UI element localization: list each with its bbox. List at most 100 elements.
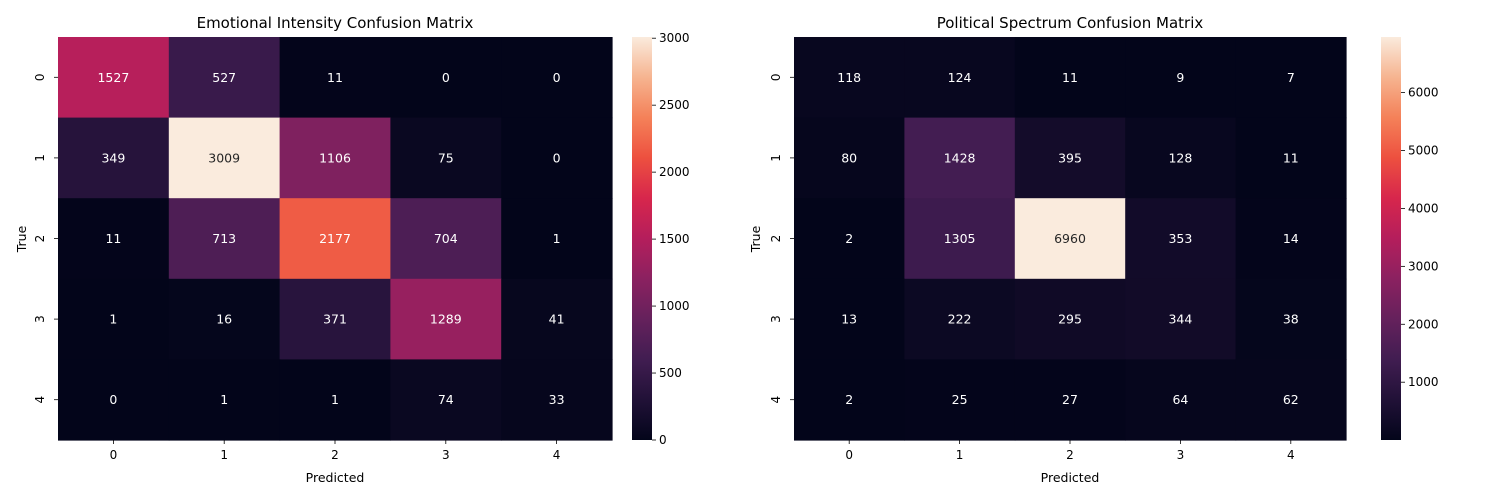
heatmap-cell-r4-c2: [1014, 359, 1126, 441]
heatmap-cell-r0-c2: [279, 37, 391, 119]
colorbar-tick-label: 2000: [1408, 317, 1439, 331]
heatmap-cell-r1-c1: [168, 117, 281, 199]
heatmap-cell-r3-c0: [794, 278, 905, 360]
heatmap-cell-r2-c3: [390, 198, 502, 280]
y-axis-ticks: 0 1 2 3 4: [33, 73, 58, 404]
cell-value-r0-c0: 118: [837, 70, 861, 85]
x-axis-label: Predicted: [1041, 470, 1100, 485]
colorbar-tick-label: 0: [659, 433, 667, 447]
y-tick-label: 3: [33, 315, 47, 323]
y-tick-label: 0: [33, 73, 47, 81]
y-tick-label: 4: [33, 396, 47, 404]
political-spectrum-heatmap: Political Spectrum Confusion Matrix 118 1…: [748, 14, 1439, 485]
colorbar-tick-label: 1000: [659, 299, 690, 313]
cell-value-r4-c2: 1: [331, 392, 339, 407]
heatmap-cell-r2-c4: [501, 198, 613, 280]
cell-value-r1-c4: 0: [553, 150, 561, 165]
heatmap-cells: 118 124 11 9 7 80 1428 395 128 11 2 1305 6960 353 14 13…: [794, 37, 1347, 441]
cell-value-r1-c1: 1428: [944, 150, 976, 165]
cell-value-r1-c3: 128: [1168, 150, 1192, 165]
y-tick-label: 0: [769, 73, 783, 81]
colorbar-tick-label: 2000: [659, 165, 690, 179]
colorbar-tick-label: 5000: [1408, 144, 1439, 158]
cell-value-r1-c2: 395: [1058, 150, 1082, 165]
heatmap-cell-r2-c0: [794, 198, 905, 280]
heatmap-cell-r4-c3: [1125, 359, 1237, 441]
heatmap-cell-r3-c2: [279, 278, 391, 360]
colorbar-tick-label: 3000: [1408, 259, 1439, 273]
cell-value-r4-c4: 62: [1283, 392, 1299, 407]
heatmap-cell-r2-c3: [1125, 198, 1237, 280]
y-axis-label: True: [748, 225, 763, 253]
x-tick-label: 1: [956, 448, 964, 462]
y-tick-label: 3: [769, 315, 783, 323]
heatmap-cell-r2-c0: [58, 198, 170, 280]
colorbar-tick-label: 500: [659, 366, 682, 380]
heatmap-cell-r1-c4: [501, 117, 613, 199]
heatmap-cell-r0-c1: [168, 37, 281, 119]
x-axis-ticks: 0 1 2 3 4: [845, 440, 1295, 462]
heatmap-cell-r2-c4: [1235, 198, 1347, 280]
colorbar-tick-label: 1500: [659, 232, 690, 246]
x-axis-ticks: 0 1 2 3 4: [110, 440, 560, 462]
x-tick-label: 4: [1287, 448, 1295, 462]
colorbar-tick-label: 4000: [1408, 201, 1439, 215]
cell-value-r3-c3: 1289: [430, 312, 462, 327]
heatmap-cell-r4-c0: [58, 359, 170, 441]
cell-value-r1-c3: 75: [438, 150, 454, 165]
colorbar-gradient: [632, 37, 652, 440]
heatmap-cell-r3-c3: [1125, 278, 1237, 360]
heatmap-cell-r3-c2: [1014, 278, 1126, 360]
heatmap-cell-r1-c4: [1235, 117, 1347, 199]
cell-value-r0-c4: 0: [553, 70, 561, 85]
heatmap-cell-r0-c0: [58, 37, 170, 119]
heatmap-cell-r3-c1: [904, 278, 1016, 360]
heatmap-cell-r4-c1: [168, 359, 281, 441]
cell-value-r2-c0: 11: [105, 231, 121, 246]
colorbar-tick-label: 1000: [1408, 375, 1439, 389]
cell-value-r4-c1: 1: [220, 392, 228, 407]
heatmap-cell-r2-c2: [1014, 198, 1126, 280]
cell-value-r3-c2: 371: [323, 312, 347, 327]
cell-value-r2-c0: 2: [845, 231, 853, 246]
x-tick-label: 0: [110, 448, 118, 462]
heatmap-cell-r4-c0: [794, 359, 905, 441]
cell-value-r3-c4: 38: [1283, 312, 1299, 327]
x-tick-label: 2: [331, 448, 339, 462]
heatmap-cell-r3-c0: [58, 278, 170, 360]
heatmap-cell-r0-c4: [501, 37, 613, 119]
chart-title: Political Spectrum Confusion Matrix: [937, 14, 1204, 32]
cell-value-r3-c0: 13: [841, 312, 857, 327]
heatmap-cell-r2-c2: [279, 198, 391, 280]
cell-value-r3-c1: 222: [948, 312, 972, 327]
heatmap-cell-r3-c4: [1235, 278, 1347, 360]
heatmap-cell-r1-c2: [279, 117, 391, 199]
y-axis-label: True: [14, 225, 29, 253]
cell-value-r0-c1: 527: [212, 70, 236, 85]
cell-value-r2-c3: 353: [1168, 231, 1192, 246]
cell-value-r0-c3: 9: [1176, 70, 1184, 85]
cell-value-r2-c4: 14: [1283, 231, 1299, 246]
x-tick-label: 3: [1177, 448, 1185, 462]
x-tick-label: 1: [220, 448, 228, 462]
heatmap-cell-r0-c3: [390, 37, 502, 119]
heatmap-cell-r4-c4: [501, 359, 613, 441]
heatmap-cell-r1-c0: [794, 117, 905, 199]
y-axis-ticks: 0 1 2 3 4: [769, 73, 794, 404]
x-axis-label: Predicted: [306, 470, 365, 485]
cell-value-r1-c0: 349: [101, 150, 125, 165]
heatmap-cell-r4-c1: [904, 359, 1016, 441]
cell-value-r1-c1: 3009: [208, 150, 240, 165]
cell-value-r3-c1: 16: [216, 312, 232, 327]
cell-value-r0-c4: 7: [1287, 70, 1295, 85]
heatmap-cell-r0-c0: [794, 37, 905, 119]
cell-value-r1-c2: 1106: [319, 150, 351, 165]
cell-value-r2-c4: 1: [553, 231, 561, 246]
heatmap-cell-r0-c2: [1014, 37, 1126, 119]
heatmap-cell-r1-c1: [904, 117, 1016, 199]
heatmap-cell-r4-c2: [279, 359, 391, 441]
x-tick-label: 0: [845, 448, 853, 462]
cell-value-r3-c4: 41: [549, 312, 565, 327]
cell-value-r0-c2: 11: [327, 70, 343, 85]
